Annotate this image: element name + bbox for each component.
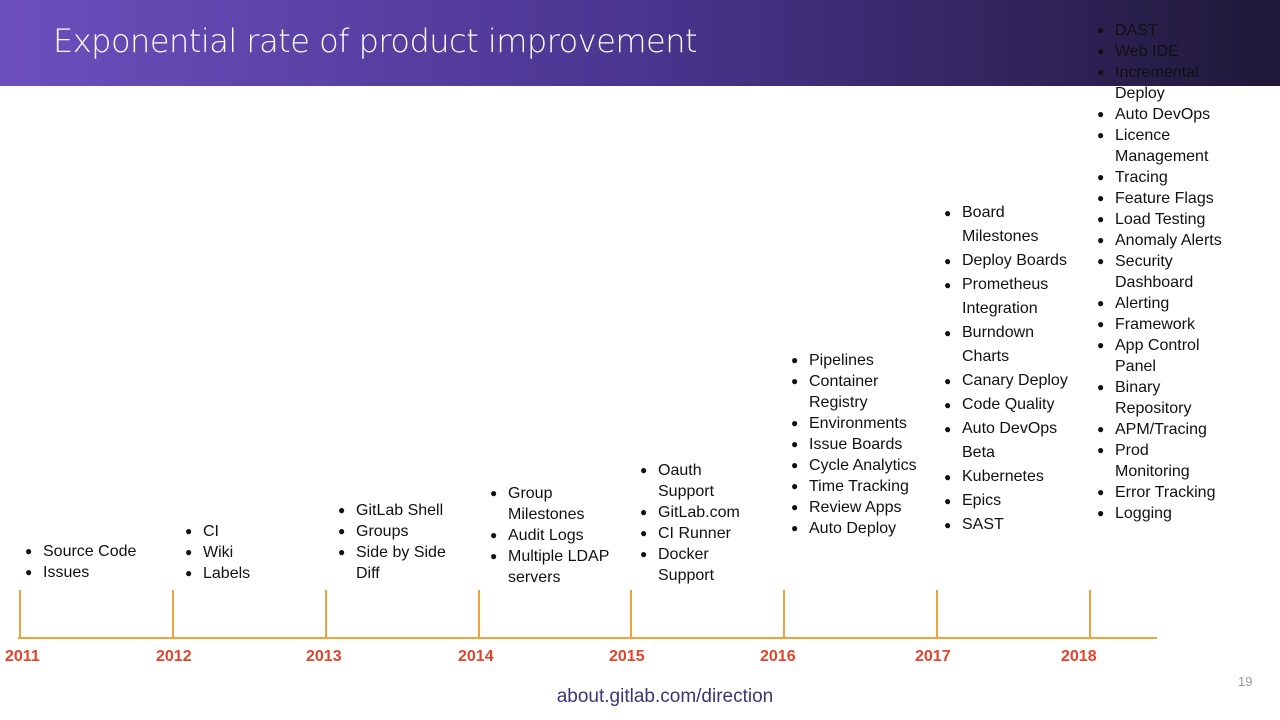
feature-item: Side by Side Diff bbox=[338, 542, 456, 584]
feature-item: Labels bbox=[185, 563, 283, 584]
feature-item: Auto Deploy bbox=[791, 518, 924, 539]
feature-item: Error Tracking bbox=[1097, 482, 1227, 503]
page-number: 19 bbox=[1238, 674, 1253, 689]
feature-item: Framework bbox=[1097, 314, 1227, 335]
feature-list: CIWikiLabels bbox=[185, 521, 283, 584]
year-label: 2011 bbox=[5, 648, 40, 665]
year-label: 2017 bbox=[915, 648, 951, 665]
year-label: 2013 bbox=[306, 648, 342, 665]
feature-item: Burndown Charts bbox=[944, 321, 1070, 369]
feature-item: Board Milestones bbox=[944, 201, 1070, 249]
feature-item: APM/Tracing bbox=[1097, 419, 1227, 440]
feature-item: Issue Boards bbox=[791, 434, 924, 455]
feature-item: App Control Panel bbox=[1097, 335, 1227, 377]
feature-item: GitLab.com bbox=[640, 502, 750, 523]
feature-item: Auto DevOps bbox=[1097, 104, 1227, 125]
feature-item: Licence Management bbox=[1097, 125, 1227, 167]
feature-item: Prod Monitoring bbox=[1097, 440, 1227, 482]
year-label: 2015 bbox=[609, 648, 645, 665]
feature-item: Deploy Boards bbox=[944, 249, 1070, 273]
year-tick bbox=[936, 590, 938, 638]
feature-item: CI bbox=[185, 521, 283, 542]
feature-item: Pipelines bbox=[791, 350, 924, 371]
feature-item: Issues bbox=[25, 562, 183, 583]
feature-item: DAST bbox=[1097, 20, 1227, 41]
feature-item: Cycle Analytics bbox=[791, 455, 924, 476]
feature-item: Load Testing bbox=[1097, 209, 1227, 230]
feature-item: SAST bbox=[944, 513, 1070, 537]
feature-item: Multiple LDAP servers bbox=[490, 546, 620, 588]
feature-item: Binary Repository bbox=[1097, 377, 1227, 419]
feature-list: PipelinesContainer RegistryEnvironmentsI… bbox=[791, 350, 924, 539]
feature-item: Auto DevOps Beta bbox=[944, 417, 1070, 465]
feature-item: Container Registry bbox=[791, 371, 924, 413]
feature-item: Security Dashboard bbox=[1097, 251, 1227, 293]
feature-item: Environments bbox=[791, 413, 924, 434]
year-tick bbox=[325, 590, 327, 638]
feature-item: GitLab Shell bbox=[338, 500, 456, 521]
feature-item: Audit Logs bbox=[490, 525, 620, 546]
feature-item: Kubernetes bbox=[944, 465, 1070, 489]
feature-item: Code Quality bbox=[944, 393, 1070, 417]
feature-item: Wiki bbox=[185, 542, 283, 563]
feature-item: Group Milestones bbox=[490, 483, 620, 525]
year-tick bbox=[478, 590, 480, 638]
feature-item: Tracing bbox=[1097, 167, 1227, 188]
header-bar bbox=[0, 0, 1280, 86]
feature-item: Feature Flags bbox=[1097, 188, 1227, 209]
feature-item: Epics bbox=[944, 489, 1070, 513]
year-label: 2016 bbox=[760, 648, 796, 665]
feature-item: Review Apps bbox=[791, 497, 924, 518]
feature-item: Groups bbox=[338, 521, 456, 542]
feature-list: Board MilestonesDeploy BoardsPrometheus … bbox=[944, 201, 1070, 537]
feature-list: Oauth SupportGitLab.comCI RunnerDocker S… bbox=[640, 460, 750, 586]
feature-list: Source CodeIssues bbox=[25, 541, 183, 583]
feature-item: Time Tracking bbox=[791, 476, 924, 497]
year-tick bbox=[630, 590, 632, 638]
feature-item: Prometheus Integration bbox=[944, 273, 1070, 321]
feature-item: Alerting bbox=[1097, 293, 1227, 314]
feature-item: Source Code bbox=[25, 541, 183, 562]
timeline-axis bbox=[18, 637, 1157, 639]
year-tick bbox=[1089, 590, 1091, 638]
year-label: 2012 bbox=[156, 648, 192, 665]
feature-item: Incremental Deploy bbox=[1097, 62, 1227, 104]
feature-item: Oauth Support bbox=[640, 460, 750, 502]
feature-item: Anomaly Alerts bbox=[1097, 230, 1227, 251]
feature-list: Group MilestonesAudit LogsMultiple LDAP … bbox=[490, 483, 620, 588]
year-label: 2014 bbox=[458, 648, 494, 665]
year-tick bbox=[783, 590, 785, 638]
feature-item: CI Runner bbox=[640, 523, 750, 544]
slide-title: Exponential rate of product improvement bbox=[53, 22, 698, 60]
year-tick bbox=[19, 590, 21, 638]
feature-item: Canary Deploy bbox=[944, 369, 1070, 393]
year-tick bbox=[172, 590, 174, 638]
feature-list: DASTWeb IDEIncremental DeployAuto DevOps… bbox=[1097, 20, 1227, 524]
feature-list: GitLab ShellGroupsSide by Side Diff bbox=[338, 500, 456, 584]
footer-link: about.gitlab.com/direction bbox=[556, 686, 774, 707]
year-label: 2018 bbox=[1061, 648, 1097, 665]
feature-item: Web IDE bbox=[1097, 41, 1227, 62]
feature-item: Logging bbox=[1097, 503, 1227, 524]
feature-item: Docker Support bbox=[640, 544, 750, 586]
